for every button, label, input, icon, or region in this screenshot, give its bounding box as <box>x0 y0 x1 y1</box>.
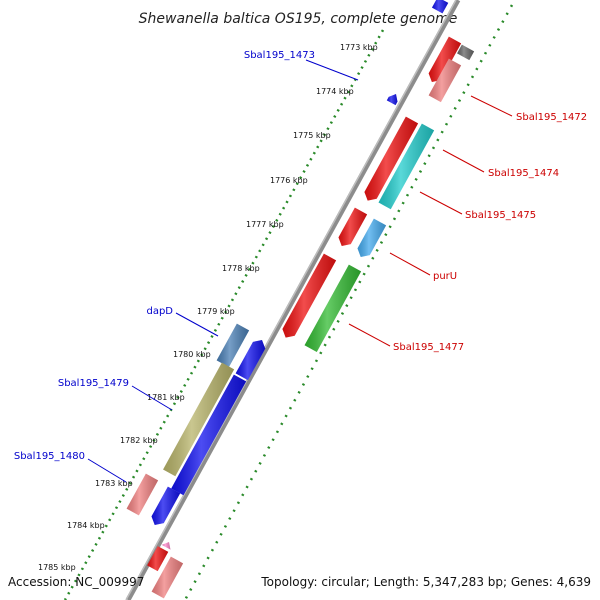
gene-sbal195-1474[interactable] <box>364 116 419 201</box>
tick-label: 1784 kbp <box>67 521 105 530</box>
gene-dapd[interactable] <box>216 323 250 368</box>
gene-sbal195-1477[interactable] <box>304 264 362 352</box>
gene-pink-bottom[interactable] <box>151 556 184 599</box>
tick-label: 1781 kbp <box>147 393 185 402</box>
leader-lines <box>87 59 513 483</box>
gene-sbal195-1472-b[interactable] <box>428 58 462 103</box>
gene-sbal195-1477-red[interactable] <box>282 253 337 338</box>
tick-labels: 1773 kbp 1774 kbp 1775 kbp 1776 kbp 1777 kbp… <box>38 43 378 572</box>
gene-blue-upper[interactable] <box>235 340 266 381</box>
tick-label: 1783 kbp <box>95 479 133 488</box>
map-title: Shewanella baltica OS195, complete genom… <box>139 11 458 27</box>
gene-label-sbal195-1475[interactable]: Sbal195_1475 <box>465 210 536 221</box>
gene-sbal195-1472-a[interactable] <box>428 36 462 83</box>
gene-label-sbal195-1479[interactable]: Sbal195_1479 <box>58 378 129 389</box>
genome-backbone <box>125 0 461 600</box>
gene-sbal195-1479[interactable] <box>163 362 235 477</box>
tick-label: 1774 kbp <box>316 87 354 96</box>
tick-label: 1778 kbp <box>222 264 260 273</box>
gene-label-sbal195-1473[interactable]: Sbal195_1473 <box>244 50 315 61</box>
tick-label: 1780 kbp <box>173 350 211 359</box>
tick-label: 1777 kbp <box>246 220 284 229</box>
gene-blue-lower[interactable] <box>151 486 181 526</box>
gene-label-dapd[interactable]: dapD <box>146 306 173 317</box>
tick-label: 1773 kbp <box>340 43 378 52</box>
gene-label-sbal195-1477[interactable]: Sbal195_1477 <box>393 342 464 353</box>
tick-label: 1785 kbp <box>38 563 76 572</box>
tick-label: 1775 kbp <box>293 131 331 140</box>
gene-sbal195-1480-blue[interactable] <box>171 374 247 496</box>
gene-puru[interactable] <box>357 218 387 258</box>
gene-label-sbal195-1474[interactable]: Sbal195_1474 <box>488 168 559 179</box>
gene-features <box>126 0 475 599</box>
tick-label: 1776 kbp <box>270 176 308 185</box>
gene-sbal195-1480[interactable] <box>126 473 159 516</box>
gene-sbal195-1475[interactable] <box>378 123 435 210</box>
gene-label-sbal195-1472[interactable]: Sbal195_1472 <box>516 112 587 123</box>
gene-label-sbal195-1480[interactable]: Sbal195_1480 <box>14 451 85 462</box>
tick-label: 1782 kbp <box>120 436 158 445</box>
accession-text: Accession: NC_009997 <box>8 575 144 589</box>
gene-label-puru[interactable]: purU <box>433 271 457 282</box>
gene-red-mid[interactable] <box>338 207 368 247</box>
gene-pink-small[interactable] <box>161 542 171 550</box>
gene-red-bottom[interactable] <box>147 546 169 572</box>
tick-label: 1779 kbp <box>197 307 235 316</box>
gene-sbal195-1473[interactable] <box>386 94 398 106</box>
topology-text: Topology: circular; Length: 5,347,283 bp… <box>260 575 591 589</box>
gene-gray-block[interactable] <box>457 44 475 61</box>
gene-blue-top[interactable] <box>431 0 449 14</box>
